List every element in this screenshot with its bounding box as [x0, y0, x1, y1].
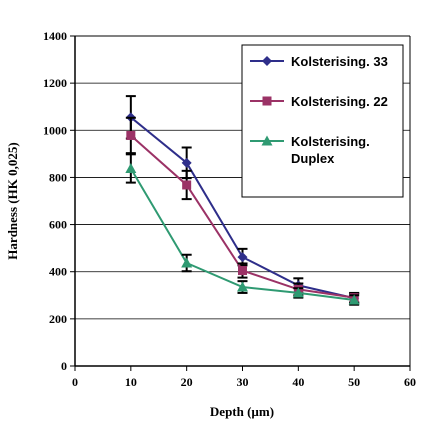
x-tick-label: 50 [348, 375, 360, 389]
legend-box [241, 44, 404, 198]
x-axis-title: Depth (µm) [210, 404, 274, 419]
y-tick-label: 800 [49, 170, 67, 184]
legend-item-3: Kolsterising. Duplex [250, 134, 370, 166]
x-tick-label: 10 [125, 375, 137, 389]
legend-swatch-marker [261, 135, 273, 146]
y-tick-label: 200 [49, 312, 67, 326]
legend-swatch-marker [262, 56, 272, 66]
legend-label: Kolsterising. 33 [291, 54, 388, 69]
y-tick-label: 1000 [43, 123, 67, 137]
data-point [182, 180, 192, 190]
x-tick-labels: 0 10 20 30 40 50 60 [72, 366, 416, 389]
data-point [125, 162, 137, 173]
series-layer [125, 95, 360, 306]
series-3 [125, 153, 360, 306]
data-point [181, 157, 192, 168]
legend-label: Kolsterising. 22 [291, 94, 388, 109]
y-tick-label: 0 [61, 359, 67, 373]
legend-label: Kolsterising. [291, 134, 370, 149]
data-point [181, 257, 193, 268]
y-tick-label: 1200 [43, 76, 67, 90]
data-point [237, 281, 248, 292]
legend-item-2: Kolsterising. 22 [250, 94, 388, 109]
x-tick-label: 0 [72, 375, 78, 389]
data-point [348, 294, 360, 305]
data-point [237, 252, 248, 263]
y-axis-title: Hardness (HK 0,025) [5, 142, 20, 259]
data-point [126, 130, 136, 140]
y-tick-label: 400 [49, 265, 67, 279]
legend-item-1: Kolsterising. 33 [250, 54, 388, 69]
data-point [292, 287, 304, 298]
y-tick-labels: 0 200 400 600 800 1000 1200 1400 [43, 29, 75, 373]
legend-label: Duplex [291, 151, 335, 166]
x-tick-label: 40 [292, 375, 304, 389]
legend: Kolsterising. 33 Kolsterising. 22 Kolsteri… [241, 44, 404, 198]
legend-swatch-marker [262, 96, 272, 106]
y-tick-label: 1400 [43, 29, 67, 43]
x-tick-label: 20 [181, 375, 193, 389]
x-tick-label: 60 [404, 375, 416, 389]
data-point [238, 266, 247, 276]
x-tick-label: 30 [237, 375, 249, 389]
y-tick-label: 600 [49, 218, 67, 232]
